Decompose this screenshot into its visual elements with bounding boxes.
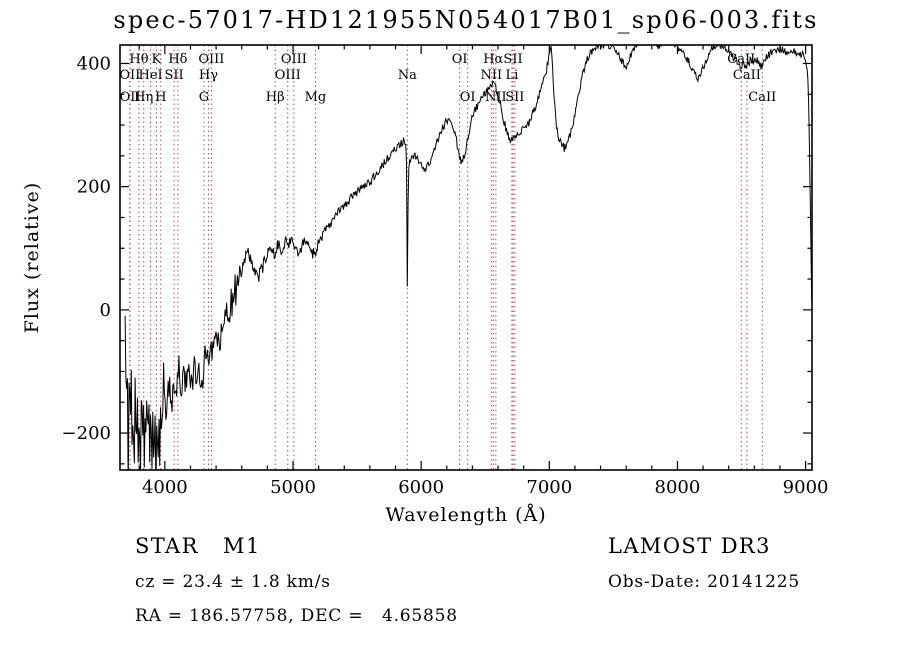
spectral-line-label: NII — [485, 90, 507, 105]
spectral-line-label: H — [155, 90, 166, 105]
x-tick-label: 8000 — [655, 477, 701, 498]
spectral-line-label: Hδ — [168, 52, 187, 67]
spectral-line-label: CaII — [733, 68, 761, 83]
plot-frame — [119, 44, 813, 471]
object-class-label: STAR M1 — [135, 534, 261, 558]
spectral-line-labels: OIIOIIHθHηHeIKHSIIHδGHγOIIIHβOIIIOIIIMgN… — [119, 52, 776, 105]
spectral-line-label: NII — [481, 68, 503, 83]
y-tick-label: 0 — [100, 300, 111, 321]
spectral-line-label: SII — [503, 52, 522, 67]
spectral-line-label: Hγ — [199, 68, 218, 83]
spectral-line-label: Li — [505, 68, 518, 83]
spectral-line-label: Hβ — [266, 90, 285, 105]
x-tick-label: 5000 — [270, 477, 316, 498]
plot-title: spec-57017-HD121955N054017B01_sp06-003.f… — [113, 6, 819, 34]
ra-dec-label: RA = 186.57758, DEC = 4.65858 — [135, 606, 458, 626]
spectral-line-label: OII — [119, 68, 140, 83]
axis-ticks — [120, 45, 812, 470]
spectral-line-markers — [129, 45, 763, 470]
spectrum-series — [124, 45, 812, 470]
spectral-line-label: Na — [398, 68, 417, 83]
spectral-line-label: OI — [452, 52, 468, 67]
x-tick-label: 4000 — [142, 477, 188, 498]
x-axis-label: Wavelength (Å) — [385, 504, 546, 526]
y-axis-label: Flux (relative) — [21, 182, 43, 334]
redshift-velocity-label: cz = 23.4 ± 1.8 km/s — [135, 572, 331, 592]
spectral-line-label: SII — [505, 90, 524, 105]
x-tick-label: 7000 — [526, 477, 572, 498]
y-tick-label: 200 — [77, 177, 111, 198]
spectral-line-label: Hα — [483, 52, 503, 67]
y-tick-label: −200 — [62, 423, 111, 444]
spectral-line-label: Mg — [305, 90, 327, 105]
spectral-line-label: K — [152, 52, 162, 67]
spectral-line-label: Hη — [134, 90, 153, 105]
spectral-line-label: Hθ — [129, 52, 148, 67]
spectral-line-label: HeI — [139, 68, 163, 83]
x-tick-label: 6000 — [398, 477, 444, 498]
spectral-line-label: OIII — [198, 52, 224, 67]
spectrum-line — [124, 45, 812, 470]
spectral-line-label: OIII — [275, 68, 301, 83]
y-tick-label: 400 — [77, 53, 111, 74]
spectral-line-label: OIII — [281, 52, 307, 67]
spectral-line-label: G — [199, 90, 209, 105]
survey-release-label: LAMOST DR3 — [608, 534, 771, 558]
spectral-line-label: OI — [460, 90, 476, 105]
spectral-line-label: CaII — [727, 52, 755, 67]
x-tick-label: 9000 — [783, 477, 829, 498]
spectral-line-label: OII — [120, 90, 141, 105]
spectral-line-label: SII — [164, 68, 183, 83]
spectral-line-label: CaII — [748, 90, 776, 105]
obs-date-label: Obs-Date: 20141225 — [608, 572, 801, 592]
